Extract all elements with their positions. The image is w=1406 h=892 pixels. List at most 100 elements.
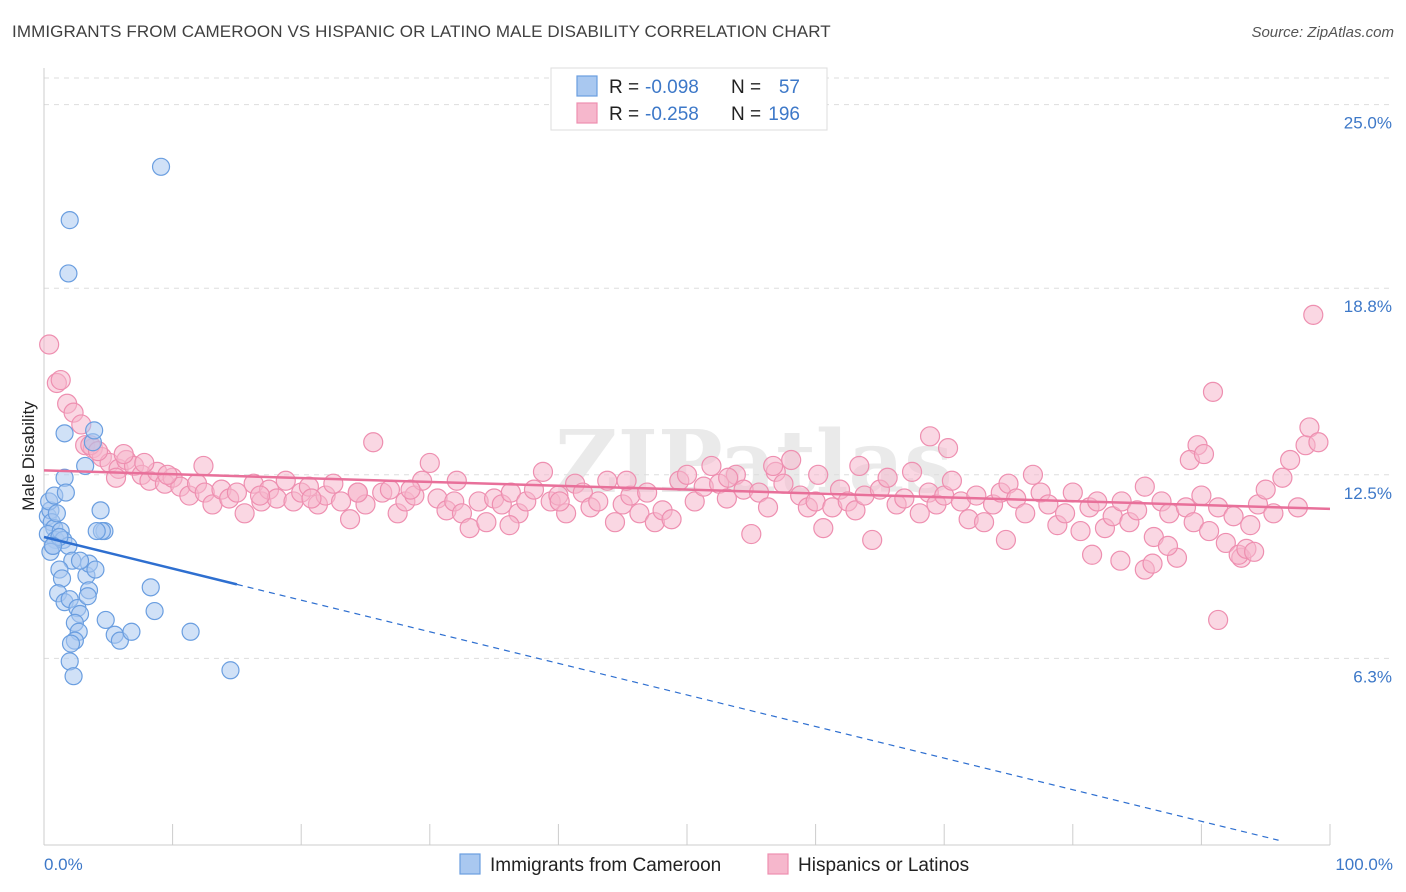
y-axis-label: Male Disability	[19, 401, 38, 511]
pink-trend-line	[43, 469, 1331, 511]
pink-data-point	[1199, 520, 1220, 542]
pink-data-point	[741, 523, 762, 545]
pink-data-point	[604, 512, 626, 533]
blue-data-point	[87, 521, 106, 541]
blue-data-point	[70, 551, 90, 570]
blue-trend-extension	[236, 583, 1279, 841]
pink-data-point	[275, 470, 296, 491]
blue-data-point	[52, 569, 72, 588]
pink-data-point	[234, 503, 255, 524]
pink-data-point	[1110, 550, 1131, 571]
pink-data-point	[400, 479, 421, 500]
pink-data-point	[476, 512, 497, 533]
legend-swatch	[576, 75, 598, 97]
legend-r-value: -0.098	[645, 77, 699, 98]
pink-data-point	[661, 509, 682, 530]
pink-data-point	[1208, 609, 1229, 631]
blue-data-point	[60, 211, 79, 230]
pink-data-point	[1223, 506, 1244, 527]
blue-data-point	[56, 483, 75, 502]
pink-data-point	[763, 455, 784, 477]
blue-data-point	[76, 456, 95, 476]
blue-data-point	[151, 157, 171, 176]
pink-data-point	[637, 482, 658, 503]
pink-data-point	[1240, 515, 1261, 536]
pink-data-point	[845, 500, 866, 521]
pink-data-point	[757, 497, 779, 518]
pink-data-point	[113, 443, 134, 465]
pink-data-point	[500, 482, 521, 503]
pink-data-point	[877, 467, 898, 488]
pink-data-point	[1280, 449, 1301, 471]
pink-data-point	[1054, 503, 1076, 524]
chart-title: IMMIGRANTS FROM CAMEROON VS HISPANIC OR …	[12, 22, 831, 41]
pink-data-point	[499, 515, 520, 536]
pink-data-point	[616, 470, 637, 491]
pink-data-point	[995, 529, 1017, 551]
pink-data-point	[446, 470, 467, 491]
pink-data-point	[1272, 467, 1293, 488]
pink-data-point	[919, 426, 941, 447]
pink-data-point	[1255, 479, 1276, 500]
x-tick-label-max: 100.0%	[1335, 855, 1393, 874]
pink-data-point	[808, 464, 829, 485]
pink-data-point	[716, 488, 737, 509]
pink-data-point	[323, 473, 344, 494]
x-tick-label-min: 0.0%	[44, 855, 83, 874]
blue-data-point	[86, 560, 105, 579]
pink-data-point	[523, 479, 545, 500]
pink-data-point	[549, 491, 570, 512]
pink-data-point	[849, 455, 870, 477]
pink-data-point	[249, 485, 271, 506]
legend-n-label: N =	[731, 77, 761, 98]
blue-data-point	[181, 622, 200, 641]
legend-n-value: 57	[779, 77, 800, 98]
pink-data-point	[1015, 503, 1036, 524]
pink-data-point	[1070, 520, 1091, 542]
legend-swatch	[576, 102, 598, 124]
blue-data-point	[141, 578, 160, 597]
pink-data-point	[347, 482, 368, 503]
pink-data-point	[813, 518, 834, 539]
blue-data-point	[43, 536, 63, 555]
bottom-legend-label: Immigrants from Cameroon	[490, 855, 721, 876]
pink-data-point	[1208, 497, 1229, 518]
pink-data-point	[773, 473, 794, 494]
y-tick-label: 18.8%	[1344, 297, 1392, 316]
pink-data-point	[1215, 532, 1236, 554]
pink-data-point	[1308, 432, 1329, 453]
blue-data-point	[47, 504, 66, 523]
pink-data-point	[1126, 500, 1148, 521]
legend-n-label: N =	[731, 104, 761, 125]
pink-data-point	[1299, 417, 1320, 438]
blue-data-point	[91, 501, 110, 520]
bottom-legend-swatch	[459, 853, 481, 875]
pink-data-point	[1134, 476, 1155, 497]
blue-data-point	[60, 652, 79, 671]
blue-data-point	[145, 601, 164, 621]
pink-data-point	[379, 479, 401, 500]
blue-data-point	[59, 264, 78, 283]
pink-data-point	[1142, 553, 1163, 574]
blue-data-point	[85, 421, 104, 440]
blue-trend-line	[43, 535, 238, 586]
pink-data-point	[1183, 512, 1204, 533]
pink-data-point	[1081, 544, 1103, 565]
pink-data-point	[973, 512, 995, 533]
pink-data-point	[1202, 381, 1224, 402]
pink-data-point	[39, 334, 60, 355]
pink-data-point	[1303, 304, 1324, 325]
pink-data-point	[363, 432, 384, 453]
legend-r-label: R =	[609, 104, 639, 125]
y-tick-label: 6.3%	[1353, 667, 1392, 686]
pink-data-point	[1244, 541, 1265, 562]
pink-data-point	[1038, 494, 1059, 515]
pink-data-point	[134, 452, 155, 474]
bottom-legend-swatch	[767, 853, 789, 875]
pink-data-point	[718, 467, 739, 488]
legend-r-label: R =	[609, 77, 639, 98]
y-tick-label: 25.0%	[1344, 114, 1392, 133]
pink-data-point	[909, 503, 930, 524]
pink-data-point	[862, 529, 883, 551]
